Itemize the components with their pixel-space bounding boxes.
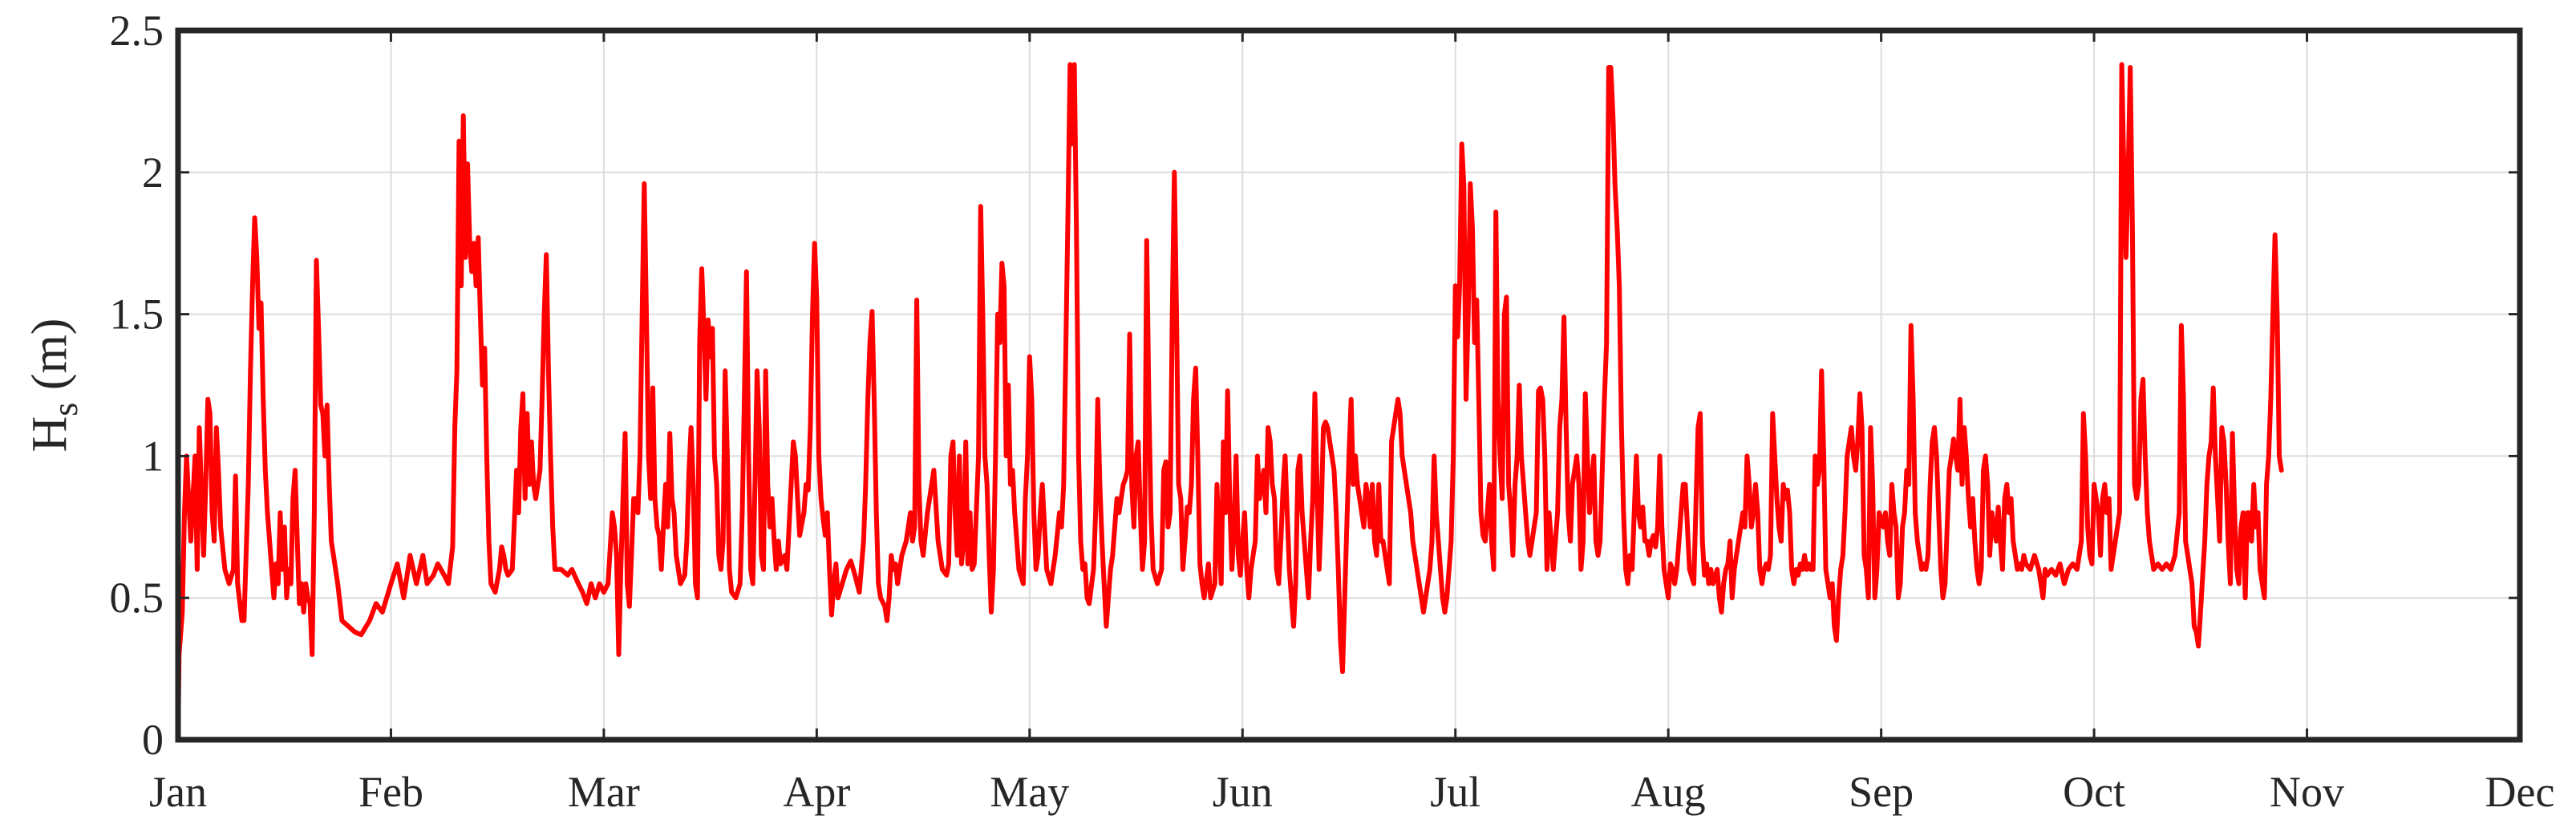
y-tick-label: 1 (142, 432, 164, 480)
y-axis-tick-labels: 0 0.5 1 1.5 2 2.5 (110, 6, 164, 764)
x-tick-label: May (990, 768, 1069, 816)
y-tick-label: 0.5 (110, 574, 164, 622)
x-tick-label: Apr (783, 768, 850, 816)
y-tick-label: 2 (142, 148, 164, 197)
x-tick-label: Feb (358, 768, 423, 816)
y-axis-label-main: H (22, 416, 77, 453)
y-axis-label-unit: (m) (22, 319, 77, 403)
y-tick-label: 2.5 (110, 6, 164, 55)
y-tick-label: 0 (142, 716, 164, 764)
axis-ticks (176, 29, 2521, 741)
grid-lines (177, 30, 2521, 741)
x-tick-label: Dec (2485, 768, 2555, 816)
y-axis-label-subscript: s (46, 403, 85, 416)
x-tick-label: Jan (149, 768, 207, 816)
y-tick-label: 1.5 (110, 290, 164, 339)
x-tick-label: Sep (1849, 768, 1914, 816)
x-tick-label: Aug (1631, 768, 1706, 816)
x-tick-label: Mar (568, 768, 640, 816)
x-tick-label: Oct (2063, 768, 2125, 816)
x-tick-label: Jun (1213, 768, 1273, 816)
plot-frame (175, 27, 2523, 743)
series-line-hs (176, 62, 2284, 742)
y-axis-label: Hs (m) (22, 319, 85, 453)
x-tick-label: Nov (2270, 768, 2344, 816)
x-axis-tick-labels: Jan Feb Mar Apr May Jun Jul Aug Sep Oct Nov Dec (149, 768, 2554, 816)
x-tick-label: Jul (1430, 768, 1480, 816)
